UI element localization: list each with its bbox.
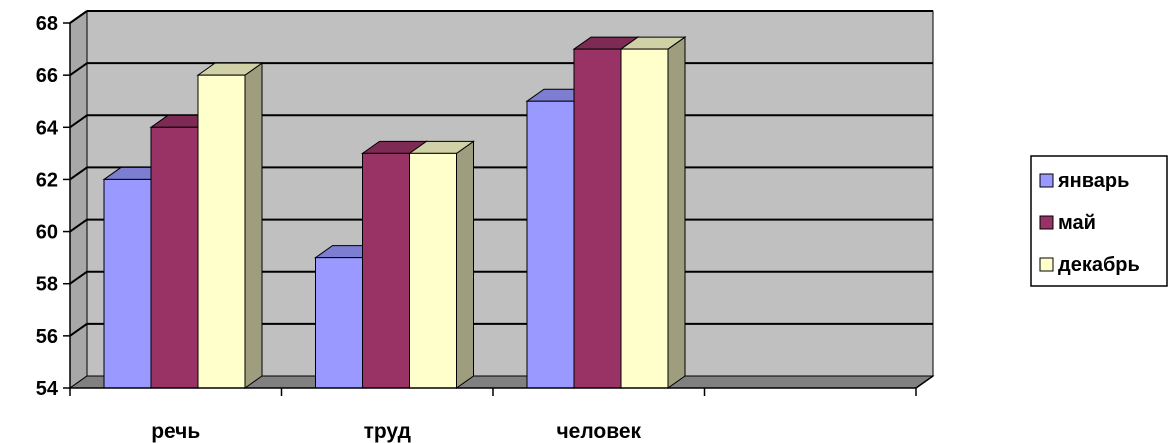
gridline-side bbox=[69, 114, 88, 129]
legend-label: январь bbox=[1057, 170, 1129, 192]
legend-label: май bbox=[1058, 212, 1096, 234]
x-tick-label: речь bbox=[151, 420, 200, 443]
legend-label: декабрь bbox=[1058, 254, 1140, 276]
bar-side bbox=[456, 140, 474, 389]
floor-edge bbox=[915, 375, 934, 389]
bar-front bbox=[103, 178, 152, 389]
bars bbox=[102, 36, 687, 389]
legend-box bbox=[1030, 155, 1168, 287]
x-tick-label: труд bbox=[364, 420, 411, 443]
y-tick-label: 58 bbox=[36, 274, 58, 296]
bar bbox=[196, 62, 264, 389]
y-tick-label: 54 bbox=[36, 378, 59, 400]
legend-swatch bbox=[1039, 215, 1054, 230]
bar-front bbox=[573, 48, 622, 389]
bar-front bbox=[197, 74, 246, 389]
side-wall bbox=[69, 10, 88, 389]
gridline-side bbox=[69, 218, 88, 233]
bar-side bbox=[667, 36, 686, 389]
y-tick-label: 66 bbox=[36, 65, 58, 87]
legend: январь май декабрь bbox=[1030, 155, 1168, 287]
legend-item: январь bbox=[1039, 170, 1129, 192]
legend-swatch bbox=[1039, 173, 1054, 188]
bar-front bbox=[362, 152, 410, 389]
legend-item: май bbox=[1039, 212, 1096, 234]
bar-front bbox=[315, 257, 363, 389]
y-tick-label: 68 bbox=[36, 13, 58, 35]
bar bbox=[619, 36, 687, 389]
y-tick-label: 60 bbox=[36, 222, 58, 244]
y-tick-label: 64 bbox=[36, 117, 59, 139]
bar-front bbox=[150, 126, 199, 389]
gridline-side bbox=[69, 166, 88, 181]
y-tick-label: 62 bbox=[36, 169, 58, 191]
bar-front bbox=[526, 100, 575, 389]
bar-side bbox=[244, 62, 263, 389]
legend-swatch bbox=[1039, 257, 1054, 272]
bar-front bbox=[620, 48, 669, 389]
gridline-side bbox=[69, 270, 88, 285]
bar bbox=[407, 140, 476, 389]
x-axis-labels: речь труд человек bbox=[69, 388, 917, 443]
y-axis-ticks: 54 56 58 60 62 64 66 68 bbox=[36, 13, 70, 400]
gridline-side bbox=[69, 62, 88, 76]
x-tick-label: человек bbox=[556, 420, 641, 443]
gridline-side bbox=[69, 323, 88, 337]
bar-front bbox=[409, 152, 457, 389]
y-tick-label: 56 bbox=[36, 326, 58, 348]
gridline-side bbox=[69, 10, 88, 24]
legend-item: декабрь bbox=[1039, 254, 1140, 276]
